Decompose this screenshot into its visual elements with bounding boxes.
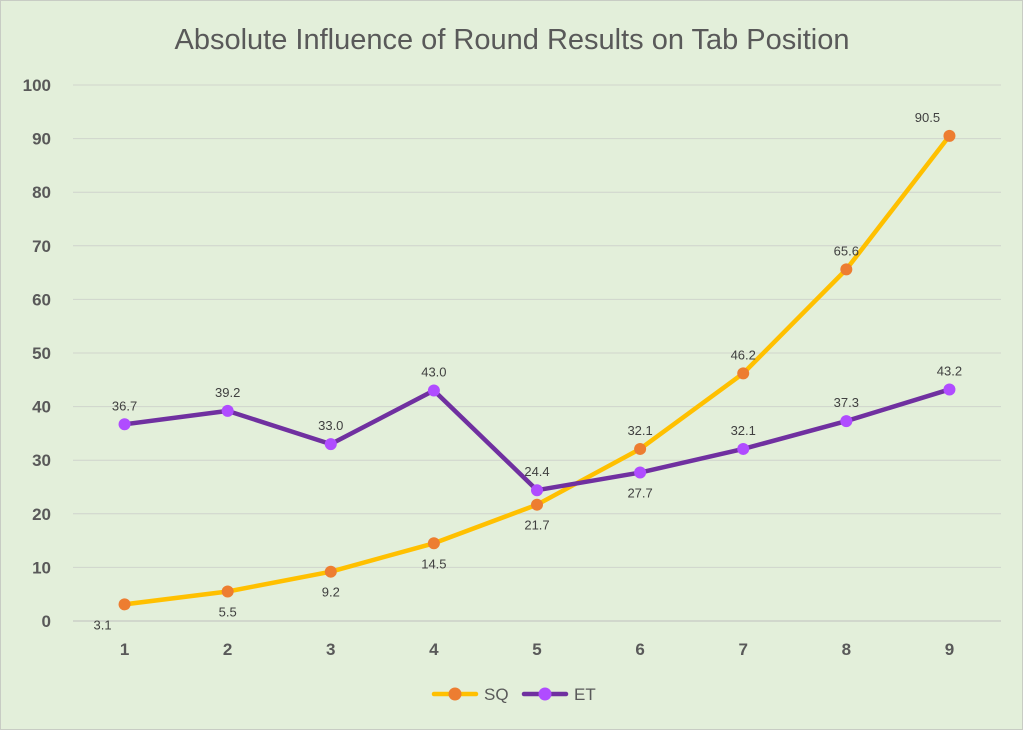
data-label-et: 36.7 <box>112 398 137 413</box>
data-label-et: 43.2 <box>937 363 962 378</box>
data-point-sq <box>737 367 750 380</box>
y-tick-label: 30 <box>32 451 51 470</box>
series-line-sq <box>124 134 952 607</box>
x-tick-label: 8 <box>842 640 851 659</box>
x-tick-label: 4 <box>429 640 439 659</box>
data-point-sq <box>427 537 440 550</box>
data-point-et <box>118 418 131 431</box>
data-label-sq: 90.5 <box>915 110 940 125</box>
data-label-et: 37.3 <box>834 395 859 410</box>
legend-marker-et <box>538 687 552 701</box>
data-point-et <box>840 415 853 428</box>
data-label-sq: 21.7 <box>524 518 549 533</box>
y-tick-label: 20 <box>32 505 51 524</box>
data-label-et: 39.2 <box>215 385 240 400</box>
y-tick-label: 70 <box>32 237 51 256</box>
data-label-et: 32.1 <box>731 423 756 438</box>
data-point-sq <box>221 585 234 598</box>
data-label-sq: 5.5 <box>219 605 237 620</box>
data-point-sq <box>324 565 337 578</box>
y-tick-label: 50 <box>32 344 51 363</box>
data-label-sq: 46.2 <box>731 347 756 362</box>
legend-label-sq: SQ <box>484 685 509 704</box>
legend-marker-sq <box>448 687 462 701</box>
y-tick-label: 100 <box>23 76 51 95</box>
data-point-et <box>427 384 440 397</box>
data-point-sq <box>943 129 956 142</box>
data-point-et <box>943 383 956 396</box>
y-tick-label: 0 <box>42 612 51 631</box>
chart-title: Absolute Influence of Round Results on T… <box>175 24 850 56</box>
data-point-sq <box>118 598 131 611</box>
data-point-et <box>221 404 234 417</box>
data-label-sq: 65.6 <box>834 243 859 258</box>
y-tick-label: 60 <box>32 290 51 309</box>
y-tick-label: 80 <box>32 183 51 202</box>
y-tick-label: 90 <box>32 130 51 149</box>
data-label-et: 27.7 <box>627 486 652 501</box>
data-label-et: 43.0 <box>421 365 446 380</box>
data-label-sq: 9.2 <box>322 585 340 600</box>
data-label-sq: 32.1 <box>627 423 652 438</box>
x-tick-label: 6 <box>635 640 644 659</box>
x-tick-label: 5 <box>532 640 541 659</box>
data-point-et <box>531 484 543 497</box>
data-point-et <box>634 466 647 479</box>
y-tick-label: 10 <box>32 558 51 577</box>
data-point-sq <box>634 442 647 455</box>
data-label-et: 24.4 <box>524 464 549 479</box>
y-tick-label: 40 <box>32 398 51 417</box>
x-tick-label: 2 <box>223 640 232 659</box>
data-label-et: 33.0 <box>318 418 343 433</box>
x-tick-label: 9 <box>945 640 954 659</box>
data-point-sq <box>840 263 853 276</box>
data-label-sq: 3.1 <box>94 617 112 632</box>
data-point-et <box>737 442 750 455</box>
data-label-sq: 14.5 <box>421 556 446 571</box>
x-tick-label: 7 <box>738 640 747 659</box>
legend-label-et: ET <box>574 685 596 704</box>
data-point-et <box>324 438 337 451</box>
x-tick-label: 3 <box>326 640 335 659</box>
data-point-sq <box>531 498 543 511</box>
x-tick-label: 1 <box>120 640 129 659</box>
